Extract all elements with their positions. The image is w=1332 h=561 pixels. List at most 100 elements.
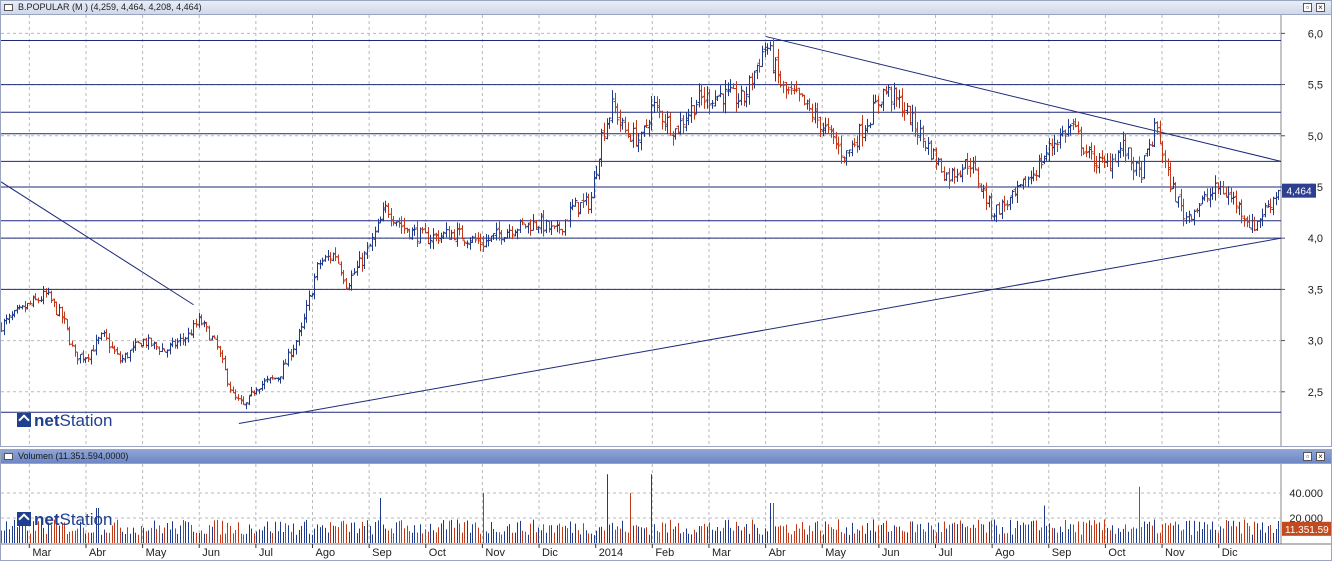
- price-ohlc-bar: [1163, 150, 1168, 169]
- x-axis-month-label: Jul: [939, 547, 953, 559]
- price-ohlc-bar: [1245, 216, 1250, 228]
- price-ohlc-bar: [1255, 220, 1260, 231]
- price-ohlc-bar: [144, 337, 149, 348]
- price-ohlc-bar: [794, 80, 799, 93]
- price-ohlc-bar: [781, 80, 786, 94]
- price-ohlc-bar: [133, 338, 138, 351]
- price-ohlc-bar: [1063, 129, 1068, 143]
- price-ohlc-bar: [939, 158, 944, 173]
- price-ohlc-bar: [123, 352, 128, 363]
- price-ohlc-bar: [1266, 200, 1271, 208]
- x-axis-month-label: Dic: [1222, 547, 1238, 559]
- price-ohlc-bar: [989, 192, 994, 220]
- netstation-logo-icon: [17, 512, 31, 526]
- price-ohlc-bar: [83, 357, 88, 363]
- price-ohlc-bar: [947, 168, 952, 189]
- price-y-tick-label: 5,0: [1308, 131, 1323, 143]
- price-ohlc-bar: [86, 353, 91, 362]
- price-y-tick-label: 3,0: [1308, 336, 1323, 348]
- last-volume-marker: [1282, 521, 1331, 536]
- volume-axis-area: [1281, 464, 1331, 560]
- price-ohlc-bar: [844, 150, 849, 166]
- price-ohlc-bar: [1200, 195, 1205, 205]
- price-ohlc-bar: [576, 201, 581, 218]
- price-ohlc-bar: [181, 333, 186, 346]
- price-ohlc-bar: [328, 252, 333, 264]
- price-ohlc-bar: [110, 341, 115, 349]
- price-ohlc-bar: [668, 112, 673, 136]
- price-ohlc-bar: [913, 106, 918, 137]
- price-ohlc-bar: [660, 110, 665, 130]
- price-chart[interactable]: 2,53,03,54,04,55,05,56,04,464: [1, 15, 1331, 446]
- price-ohlc-bar: [157, 346, 162, 355]
- price-ohlc-bar: [186, 327, 191, 343]
- price-ohlc-bar: [60, 306, 65, 324]
- price-ohlc-bar: [597, 159, 602, 180]
- close-icon[interactable]: ×: [1316, 452, 1325, 461]
- price-ohlc-bar: [1239, 199, 1244, 224]
- price-ohlc-bar: [115, 347, 120, 355]
- price-ohlc-bar: [357, 251, 362, 269]
- price-ohlc-bar: [1250, 214, 1255, 233]
- price-ohlc-bar: [742, 90, 747, 107]
- price-ohlc-bar: [362, 251, 367, 270]
- x-axis-month-label: Jun: [882, 547, 900, 559]
- price-ohlc-bar: [1071, 118, 1076, 130]
- price-ohlc-bar: [54, 301, 59, 316]
- price-ohlc-bar: [1118, 142, 1123, 159]
- price-ohlc-bar: [449, 229, 454, 240]
- price-ohlc-bar: [697, 83, 702, 108]
- price-ohlc-bar: [897, 89, 902, 109]
- price-ohlc-bar: [686, 108, 691, 126]
- price-ohlc-bar: [1168, 162, 1173, 193]
- price-ohlc-bar: [1221, 181, 1226, 195]
- price-ohlc-bar: [312, 273, 317, 300]
- price-ohlc-bar: [599, 128, 604, 167]
- price-pane-titlebar[interactable]: B.POPULAR (M ) (4,259, 4,464, 4,208, 4,4…: [1, 1, 1331, 15]
- price-ohlc-bar: [212, 335, 217, 339]
- price-ohlc-bar: [1274, 192, 1279, 206]
- price-ohlc-bar: [563, 219, 568, 236]
- restore-icon[interactable]: ▫: [1303, 452, 1312, 461]
- price-ohlc-bar: [15, 304, 20, 314]
- restore-icon[interactable]: ▫: [1303, 3, 1312, 12]
- price-ohlc-bar: [352, 268, 357, 275]
- price-ohlc-bar: [141, 338, 146, 347]
- price-ohlc-bar: [183, 336, 188, 346]
- price-ohlc-bar: [610, 90, 615, 124]
- x-axis-month-label: Oct: [429, 547, 446, 559]
- price-ohlc-bar: [613, 92, 618, 114]
- price-ohlc-bar: [815, 102, 820, 129]
- price-ohlc-bar: [1058, 128, 1063, 149]
- price-ohlc-bar: [244, 402, 249, 410]
- price-ohlc-bar: [278, 376, 283, 384]
- price-ohlc-bar: [663, 113, 668, 131]
- price-ohlc-bar: [657, 98, 662, 119]
- price-ohlc-bar: [868, 122, 873, 129]
- price-ohlc-bar: [750, 72, 755, 91]
- price-ohlc-bar: [1260, 208, 1265, 227]
- price-ohlc-bar: [194, 318, 199, 328]
- price-ohlc-bar: [1126, 147, 1131, 160]
- price-ohlc-bar: [65, 318, 70, 330]
- price-ohlc-bar: [510, 226, 515, 240]
- price-ohlc-bar: [618, 109, 623, 132]
- price-ohlc-bar: [857, 123, 862, 151]
- volume-pane-titlebar[interactable]: Volumen (11.351.594,0000) ▫ ×: [1, 450, 1331, 464]
- x-axis-month-label: Nov: [485, 547, 505, 559]
- price-ohlc-bar: [1213, 175, 1218, 201]
- price-ohlc-bar: [378, 216, 383, 224]
- price-ohlc-bar: [723, 79, 728, 114]
- price-ohlc-bar: [1110, 153, 1115, 179]
- close-icon[interactable]: ×: [1316, 3, 1325, 12]
- price-y-tick-label: 6,0: [1308, 28, 1323, 40]
- price-ohlc-bar: [655, 96, 660, 113]
- x-axis-month-label: Jun: [202, 547, 220, 559]
- price-pane-title: B.POPULAR (M ) (4,259, 4,464, 4,208, 4,4…: [18, 2, 202, 12]
- price-ohlc-bar: [602, 122, 607, 142]
- price-ohlc-bar: [813, 102, 818, 124]
- price-ohlc-bar: [283, 358, 288, 364]
- price-ohlc-bar: [465, 240, 470, 249]
- price-ohlc-bar: [162, 348, 167, 352]
